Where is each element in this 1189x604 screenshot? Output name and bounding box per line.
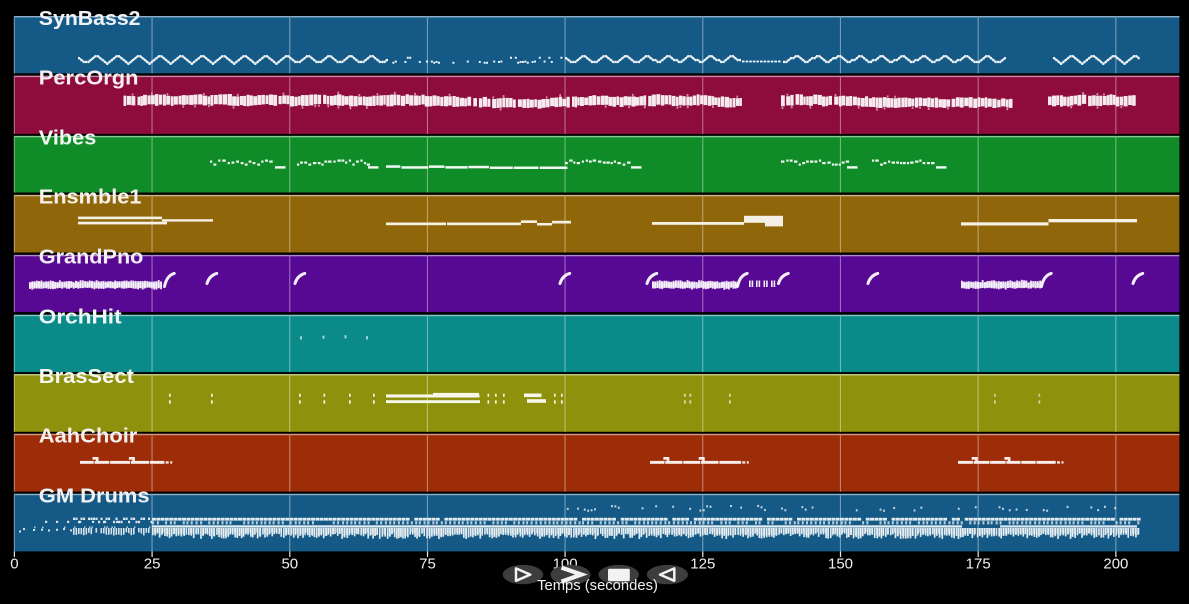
svg-text:Temps (secondes): Temps (secondes) <box>537 578 658 594</box>
svg-text:GM Drums: GM Drums <box>39 486 150 508</box>
svg-text:BrasSect: BrasSect <box>39 366 134 388</box>
svg-text:Vibes: Vibes <box>39 128 97 150</box>
svg-text:GrandPno: GrandPno <box>39 247 144 269</box>
svg-text:OrchHit: OrchHit <box>39 307 122 329</box>
svg-text:75: 75 <box>419 555 436 572</box>
svg-text:175: 175 <box>966 555 991 572</box>
svg-text:25: 25 <box>144 555 161 572</box>
svg-text:Ensmble1: Ensmble1 <box>39 187 142 209</box>
svg-text:200: 200 <box>1103 555 1128 572</box>
svg-text:SynBass2: SynBass2 <box>39 8 141 30</box>
svg-text:125: 125 <box>690 555 715 572</box>
svg-text:0: 0 <box>10 555 18 572</box>
svg-text:150: 150 <box>828 555 853 572</box>
svg-text:50: 50 <box>281 555 298 572</box>
svg-text:AahChoir: AahChoir <box>39 426 138 448</box>
svg-text:PercOrgn: PercOrgn <box>39 68 139 90</box>
